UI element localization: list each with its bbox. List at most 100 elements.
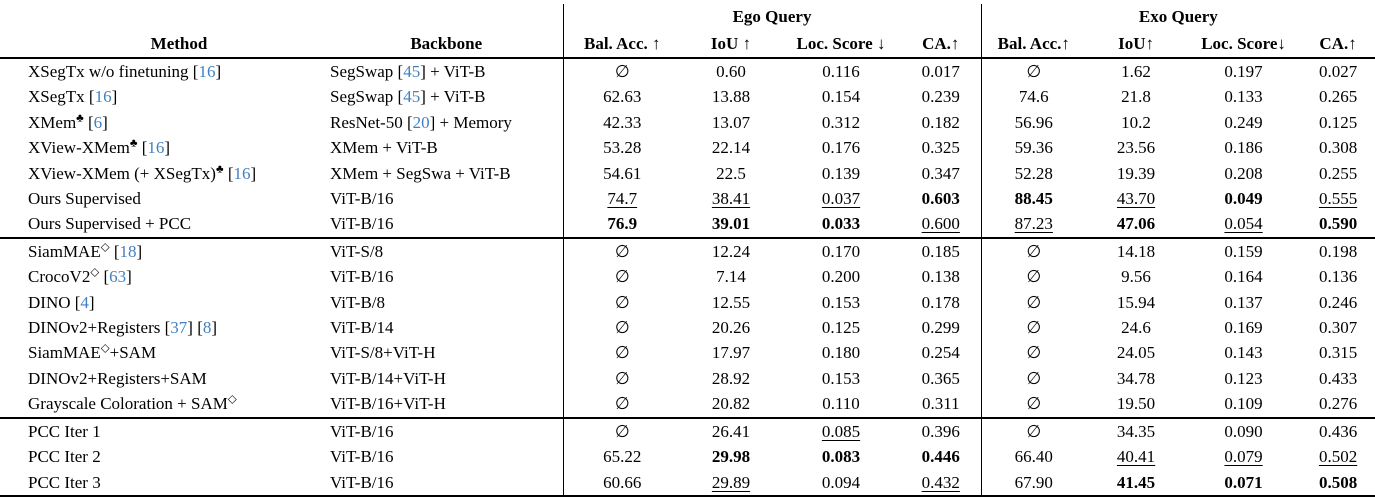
- exo-iou-value: 9.56: [1086, 264, 1186, 289]
- ego-ca-value: 0.299: [901, 315, 981, 340]
- citation-link[interactable]: 16: [198, 62, 216, 81]
- metric-value: 0.276: [1318, 394, 1358, 414]
- metric-value: 67.90: [1014, 472, 1053, 492]
- exo-iou-value: 43.70: [1086, 186, 1186, 211]
- backbone-cell: ViT-B/14+ViT-H: [330, 366, 563, 391]
- header-group-ego-query: Ego Query: [562, 4, 982, 30]
- ego-bal-acc-value: ∅: [562, 58, 681, 85]
- metric-value: 0.60: [716, 62, 746, 81]
- metric-value: 0.079: [1224, 447, 1263, 467]
- column-header-exo-loc-score: Loc. Score↓: [1201, 34, 1286, 53]
- citation-link[interactable]: 18: [119, 241, 137, 261]
- exo-ca-value: 0.125: [1301, 110, 1375, 135]
- backbone-cell: ViT-B/16+ViT-H: [330, 391, 563, 417]
- metric-value: 0.138: [921, 267, 960, 287]
- metric-value: 0.186: [1224, 138, 1263, 158]
- citation-link[interactable]: 4: [80, 292, 89, 312]
- ego-ca-value: 0.600: [901, 211, 981, 237]
- metric-value: 0.170: [821, 241, 861, 261]
- column-header-backbone: Backbone: [410, 34, 483, 53]
- citation-link[interactable]: 16: [94, 87, 112, 107]
- metric-value: 0.590: [1318, 214, 1358, 234]
- backbone-cell: ViT-B/16: [330, 418, 563, 444]
- metric-value: 0.094: [821, 472, 861, 492]
- metric-value: 0.255: [1318, 163, 1358, 183]
- method-cell: PCC Iter 2: [0, 444, 330, 469]
- citation-link[interactable]: 6: [93, 112, 103, 132]
- text-segment: ] + Memory: [429, 112, 512, 132]
- header-spacer-method: [0, 4, 330, 30]
- metric-value: 87.23: [1014, 214, 1053, 234]
- metric-value: 53.28: [603, 138, 642, 158]
- table-row: DINOv2+Registers [37] [8] ViT-B/14 ∅ 20.26 0…: [0, 315, 1375, 341]
- citation-link[interactable]: 8: [202, 318, 212, 338]
- exo-bal-acc-value: 52.28: [980, 160, 1087, 187]
- text-segment: [: [406, 112, 413, 132]
- metric-value: 62.63: [603, 87, 642, 107]
- ego-iou-value: 28.92: [681, 366, 781, 391]
- metric-value: 0.555: [1318, 189, 1358, 209]
- metric-value: 0.136: [1318, 267, 1358, 287]
- metric-value: 0.110: [822, 394, 860, 414]
- ego-ca-value: 0.347: [901, 161, 981, 186]
- citation-link[interactable]: 16: [147, 138, 165, 158]
- metric-value: 41.45: [1116, 472, 1156, 492]
- metric-value: 0.125: [821, 318, 861, 338]
- text-segment: ViT-S/8+ViT-H: [330, 343, 436, 363]
- citation-link[interactable]: 45: [403, 62, 421, 81]
- metric-value: 0.246: [1318, 292, 1358, 312]
- metric-value: 0.254: [921, 343, 960, 363]
- backbone-cell: ResNet-50 [20] + Memory: [330, 110, 563, 135]
- ego-loc-score-value: 0.170: [781, 238, 901, 264]
- text-segment: Grayscale Coloration + SAM: [28, 394, 228, 414]
- column-header-ego-loc-score: Loc. Score ↓: [796, 34, 886, 53]
- ego-ca-value: 0.365: [901, 366, 981, 391]
- exo-ca-value: 0.555: [1301, 186, 1375, 211]
- table-row: SiamMAE◇+SAM ViT-S/8+ViT-H ∅ 17.97 0.180 0.25…: [0, 340, 1375, 366]
- metric-value: 0.033: [821, 214, 861, 234]
- method-cell: CrocoV2◇ [63]: [0, 264, 330, 289]
- ego-bal-acc-value: 60.66: [562, 469, 681, 496]
- text-segment: ]: [250, 163, 257, 183]
- exo-bal-acc-value: 87.23: [980, 211, 1087, 238]
- metric-value: 28.92: [711, 368, 751, 388]
- superscript-marker: ♣: [215, 161, 224, 175]
- ego-bal-acc-value: 54.61: [562, 160, 681, 187]
- metric-value: 0.432: [921, 472, 960, 492]
- method-cell: DINOv2+Registers [37] [8]: [0, 315, 330, 340]
- metric-value: 0.178: [921, 292, 960, 312]
- superscript-marker: ◇: [100, 341, 110, 355]
- citation-link[interactable]: 63: [109, 267, 127, 287]
- citation-link[interactable]: 37: [170, 318, 188, 338]
- table-row: XSegTx w/o finetuning [16] SegSwap [45] +…: [0, 58, 1375, 85]
- metric-value: ∅: [1026, 318, 1042, 338]
- metric-value: 0.365: [921, 368, 960, 388]
- text-segment: ]: [187, 318, 198, 338]
- citation-link[interactable]: 20: [412, 112, 430, 132]
- text-segment: Ours Supervised + PCC: [28, 214, 192, 234]
- ego-loc-score-value: 0.312: [781, 110, 901, 135]
- ego-iou-value: 22.14: [681, 135, 781, 160]
- text-segment: XMem: [28, 112, 77, 132]
- backbone-cell: ViT-B/8: [330, 290, 563, 315]
- text-segment: [: [197, 318, 203, 338]
- ego-ca-value: 0.254: [901, 340, 981, 365]
- exo-ca-value: 0.508: [1301, 470, 1375, 496]
- exo-loc-score-value: 0.143: [1186, 340, 1301, 365]
- metric-value: 0.054: [1224, 214, 1263, 234]
- citation-link[interactable]: 45: [403, 87, 421, 107]
- text-segment: [: [88, 112, 94, 132]
- metric-value: 34.35: [1116, 421, 1156, 441]
- metric-value: 1.62: [1121, 62, 1151, 81]
- exo-loc-score-value: 0.137: [1186, 290, 1301, 315]
- metric-value: 26.41: [711, 421, 751, 441]
- ego-loc-score-value: 0.033: [781, 211, 901, 237]
- metric-value: 0.154: [821, 87, 861, 107]
- text-segment: XSegTx w/o finetuning: [28, 62, 193, 81]
- metric-value: 0.116: [822, 62, 860, 81]
- metric-value: 0.396: [921, 421, 960, 441]
- ego-iou-value: 20.82: [681, 391, 781, 417]
- citation-link[interactable]: 16: [233, 163, 251, 183]
- metric-value: 0.311: [921, 394, 960, 414]
- metric-value: 56.96: [1014, 112, 1053, 132]
